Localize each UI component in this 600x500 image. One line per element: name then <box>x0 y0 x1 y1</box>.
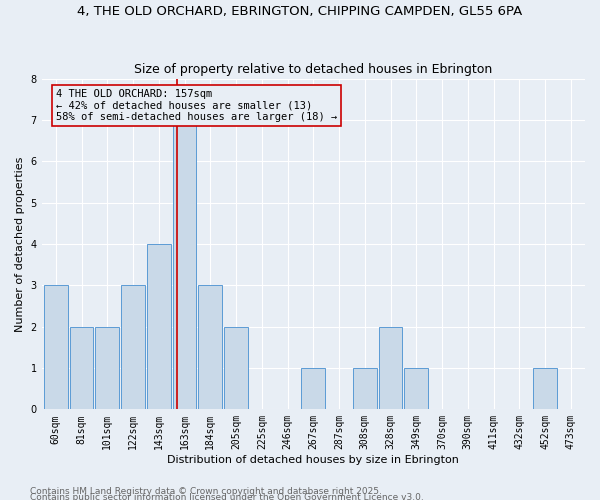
Bar <box>199 286 222 410</box>
Y-axis label: Number of detached properties: Number of detached properties <box>15 156 25 332</box>
Bar <box>404 368 428 410</box>
X-axis label: Distribution of detached houses by size in Ebrington: Distribution of detached houses by size … <box>167 455 459 465</box>
Bar <box>301 368 325 410</box>
Bar <box>353 368 377 410</box>
Bar <box>70 326 94 409</box>
Bar <box>121 286 145 410</box>
Bar <box>95 326 119 409</box>
Bar <box>44 286 68 410</box>
Title: Size of property relative to detached houses in Ebrington: Size of property relative to detached ho… <box>134 63 493 76</box>
Text: Contains HM Land Registry data © Crown copyright and database right 2025.: Contains HM Land Registry data © Crown c… <box>30 486 382 496</box>
Bar <box>224 326 248 409</box>
Text: 4 THE OLD ORCHARD: 157sqm
← 42% of detached houses are smaller (13)
58% of semi-: 4 THE OLD ORCHARD: 157sqm ← 42% of detac… <box>56 89 337 122</box>
Bar <box>147 244 170 410</box>
Text: Contains public sector information licensed under the Open Government Licence v3: Contains public sector information licen… <box>30 492 424 500</box>
Bar <box>173 120 196 410</box>
Text: 4, THE OLD ORCHARD, EBRINGTON, CHIPPING CAMPDEN, GL55 6PA: 4, THE OLD ORCHARD, EBRINGTON, CHIPPING … <box>77 5 523 18</box>
Bar <box>379 326 403 409</box>
Bar <box>533 368 557 410</box>
